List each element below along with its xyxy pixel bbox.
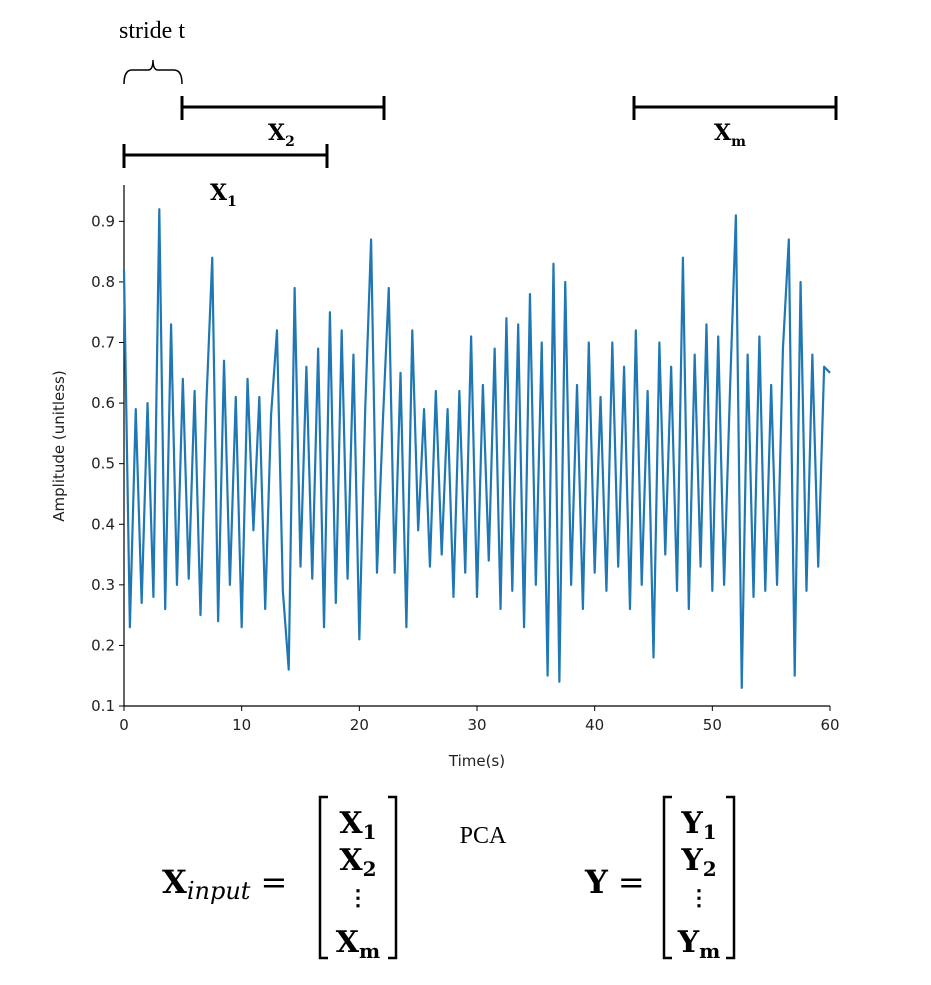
entry-base: X bbox=[339, 806, 363, 841]
window-sub: 2 bbox=[285, 134, 295, 150]
plot: 0.1 0.2 0.3 0.4 0.5 0.6 0.7 0.8 0.9 0 10 20 30 40 50 60 bbox=[91, 185, 840, 734]
operation: PCA bbox=[460, 823, 507, 849]
output-lhs: Y = bbox=[584, 863, 645, 901]
x-tick-label: 30 bbox=[467, 716, 486, 734]
entry-sub: m bbox=[359, 939, 380, 963]
stride-label: stride t bbox=[119, 18, 185, 44]
y-tick-label: 0.8 bbox=[91, 273, 115, 291]
equals: = bbox=[618, 863, 645, 901]
entry-base: X bbox=[339, 843, 363, 878]
y-tick-label: 0.3 bbox=[91, 576, 115, 594]
input-lhs: Xinput = bbox=[162, 863, 287, 905]
window-label: Xm bbox=[714, 120, 746, 150]
entry-base: Y bbox=[680, 806, 703, 841]
x-tick-label: 60 bbox=[820, 716, 839, 734]
entry-sub: 1 bbox=[363, 820, 377, 844]
matrix-entry: Y2 bbox=[680, 843, 716, 881]
entry-sub: m bbox=[699, 939, 720, 963]
entry-base: Y bbox=[677, 925, 700, 960]
y-tick-label: 0.1 bbox=[91, 697, 115, 715]
matrix-entry: X2 bbox=[339, 843, 376, 881]
input-sub: input bbox=[187, 877, 251, 905]
window-base: X bbox=[714, 120, 732, 146]
y-tick-label: 0.5 bbox=[91, 455, 115, 473]
window-base: X bbox=[268, 120, 286, 146]
matrix-bracket bbox=[318, 795, 398, 960]
matrix-entry: X1 bbox=[339, 806, 376, 844]
x-tick-label: 20 bbox=[350, 716, 369, 734]
entry-sub: 1 bbox=[703, 820, 717, 844]
matrix-entry: Ym bbox=[677, 925, 721, 963]
equals: = bbox=[260, 863, 287, 901]
entry-sub: 2 bbox=[363, 857, 377, 881]
y-tick-label: 0.6 bbox=[91, 394, 115, 412]
matrix-bracket bbox=[662, 795, 736, 960]
matrix-entry: Xm bbox=[336, 925, 380, 963]
y-tick-label: 0.9 bbox=[91, 212, 115, 230]
window-label: X1 bbox=[210, 180, 237, 210]
x-tick-label: 40 bbox=[585, 716, 604, 734]
entry-sub: 2 bbox=[703, 857, 717, 881]
input-base: X bbox=[162, 863, 187, 901]
window-label: X2 bbox=[268, 120, 295, 150]
y-axis-label: Amplitude (unitless) bbox=[50, 370, 68, 521]
y-tick-label: 0.7 bbox=[91, 334, 115, 352]
x-axis-label: Time(s) bbox=[448, 752, 505, 770]
window-brackets bbox=[122, 96, 838, 168]
y-tick-label: 0.2 bbox=[91, 636, 115, 654]
matrix-entry: Y1 bbox=[680, 806, 716, 844]
stride-brace bbox=[123, 59, 183, 85]
x-tick-label: 50 bbox=[703, 716, 722, 734]
line-series bbox=[122, 208, 831, 689]
y-tick-label: 0.4 bbox=[91, 515, 115, 533]
entry-base: Y bbox=[680, 843, 703, 878]
matrix-entry: ⋮ bbox=[347, 885, 369, 911]
output-base: Y bbox=[584, 863, 609, 901]
entry-base: X bbox=[336, 925, 360, 960]
window-sub: m bbox=[731, 134, 746, 150]
x-tick-label: 0 bbox=[119, 716, 129, 734]
x-tick-label: 10 bbox=[232, 716, 251, 734]
window-sub: 1 bbox=[227, 194, 237, 210]
window-base: X bbox=[210, 180, 228, 206]
matrix-entry: ⋮ bbox=[688, 885, 710, 911]
